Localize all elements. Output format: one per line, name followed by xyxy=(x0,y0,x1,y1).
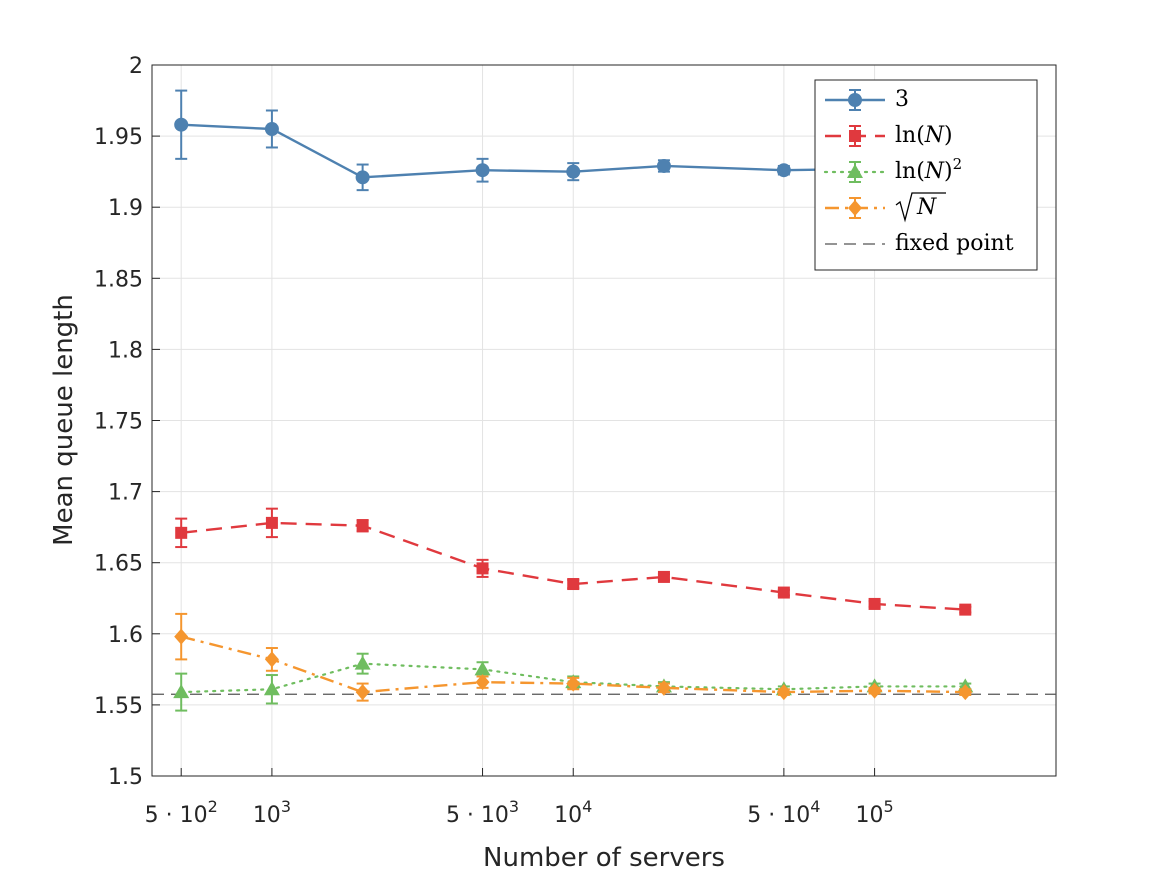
series-line xyxy=(180,635,966,694)
y-tick-label: 1.65 xyxy=(94,552,143,577)
legend-label-sqrt-n: N xyxy=(895,192,946,223)
data-point xyxy=(264,121,279,136)
data-point xyxy=(175,526,188,539)
data-point xyxy=(475,674,490,691)
legend-sample-3 xyxy=(825,197,885,219)
y-tick-label: 1.6 xyxy=(108,623,143,648)
y-tick-label: 1.8 xyxy=(108,338,143,363)
data-point xyxy=(868,597,881,610)
ticks: 1.5 1.55 1.6 1.65 1.7 1.75 1.8 1.85 1.9 1.95 2 5 · … xyxy=(94,54,894,828)
data-point xyxy=(474,661,491,676)
x-axis-label: Number of servers xyxy=(483,843,725,873)
x-tick-label: 5 · 102 xyxy=(145,797,218,828)
data-point xyxy=(476,562,489,575)
legend-marker xyxy=(848,200,862,216)
data-point xyxy=(174,117,189,132)
x-tick-label: 5 · 103 xyxy=(446,797,519,828)
series-1 xyxy=(175,507,972,616)
data-point xyxy=(173,684,190,699)
data-point xyxy=(776,684,791,701)
x-tick-label: 103 xyxy=(253,797,291,828)
y-tick-label: 1.5 xyxy=(108,765,143,790)
data-point xyxy=(959,603,972,616)
y-tick-label: 1.95 xyxy=(94,125,143,150)
legend-sample-2 xyxy=(823,161,887,183)
legend-marker xyxy=(847,164,863,178)
y-tick-label: 1.7 xyxy=(108,481,143,506)
x-tick-label: 104 xyxy=(554,797,592,828)
y-tick-label: 1.75 xyxy=(94,410,143,435)
data-point xyxy=(355,684,370,701)
series-layer xyxy=(173,89,974,712)
legend-label-ln-n: ln(N) xyxy=(895,123,953,148)
y-tick-label: 1.85 xyxy=(94,267,143,292)
data-point xyxy=(566,675,581,692)
data-point xyxy=(567,578,580,591)
x-tick-label: 5 · 104 xyxy=(747,797,820,828)
data-point xyxy=(656,158,671,173)
legend: 3 ln(N) ln(N)2 N fixed point xyxy=(814,79,1038,271)
data-point xyxy=(656,679,671,696)
svg-text:N: N xyxy=(916,195,937,220)
data-point xyxy=(174,628,189,645)
series-line xyxy=(180,662,967,694)
y-axis-label: Mean queue length xyxy=(49,294,79,546)
data-point xyxy=(264,651,279,668)
data-point xyxy=(566,164,581,179)
data-point xyxy=(958,684,973,701)
sqrt-radical-icon xyxy=(895,192,946,223)
data-point xyxy=(355,170,370,185)
data-point xyxy=(263,681,280,696)
legend-samples xyxy=(823,89,887,245)
data-point xyxy=(867,682,882,699)
legend-marker xyxy=(848,93,862,107)
legend-label-3: 3 xyxy=(895,87,909,112)
data-point xyxy=(356,519,369,532)
series-3 xyxy=(174,612,973,702)
legend-sample-1 xyxy=(825,125,885,147)
y-tick-label: 1.9 xyxy=(108,196,143,221)
legend-sample-0 xyxy=(825,89,885,111)
legend-label-fixed-point: fixed point xyxy=(895,231,1014,256)
data-point xyxy=(265,516,278,529)
y-tick-label: 1.55 xyxy=(94,694,143,719)
data-point xyxy=(777,586,790,599)
y-tick-label: 2 xyxy=(129,54,143,79)
x-tick-label: 105 xyxy=(855,797,893,828)
legend-label-ln-n-squared: ln(N)2 xyxy=(895,155,962,184)
data-point xyxy=(776,163,791,178)
data-point xyxy=(475,163,490,178)
data-point xyxy=(354,655,371,670)
data-point xyxy=(657,570,670,583)
legend-marker xyxy=(849,130,861,142)
